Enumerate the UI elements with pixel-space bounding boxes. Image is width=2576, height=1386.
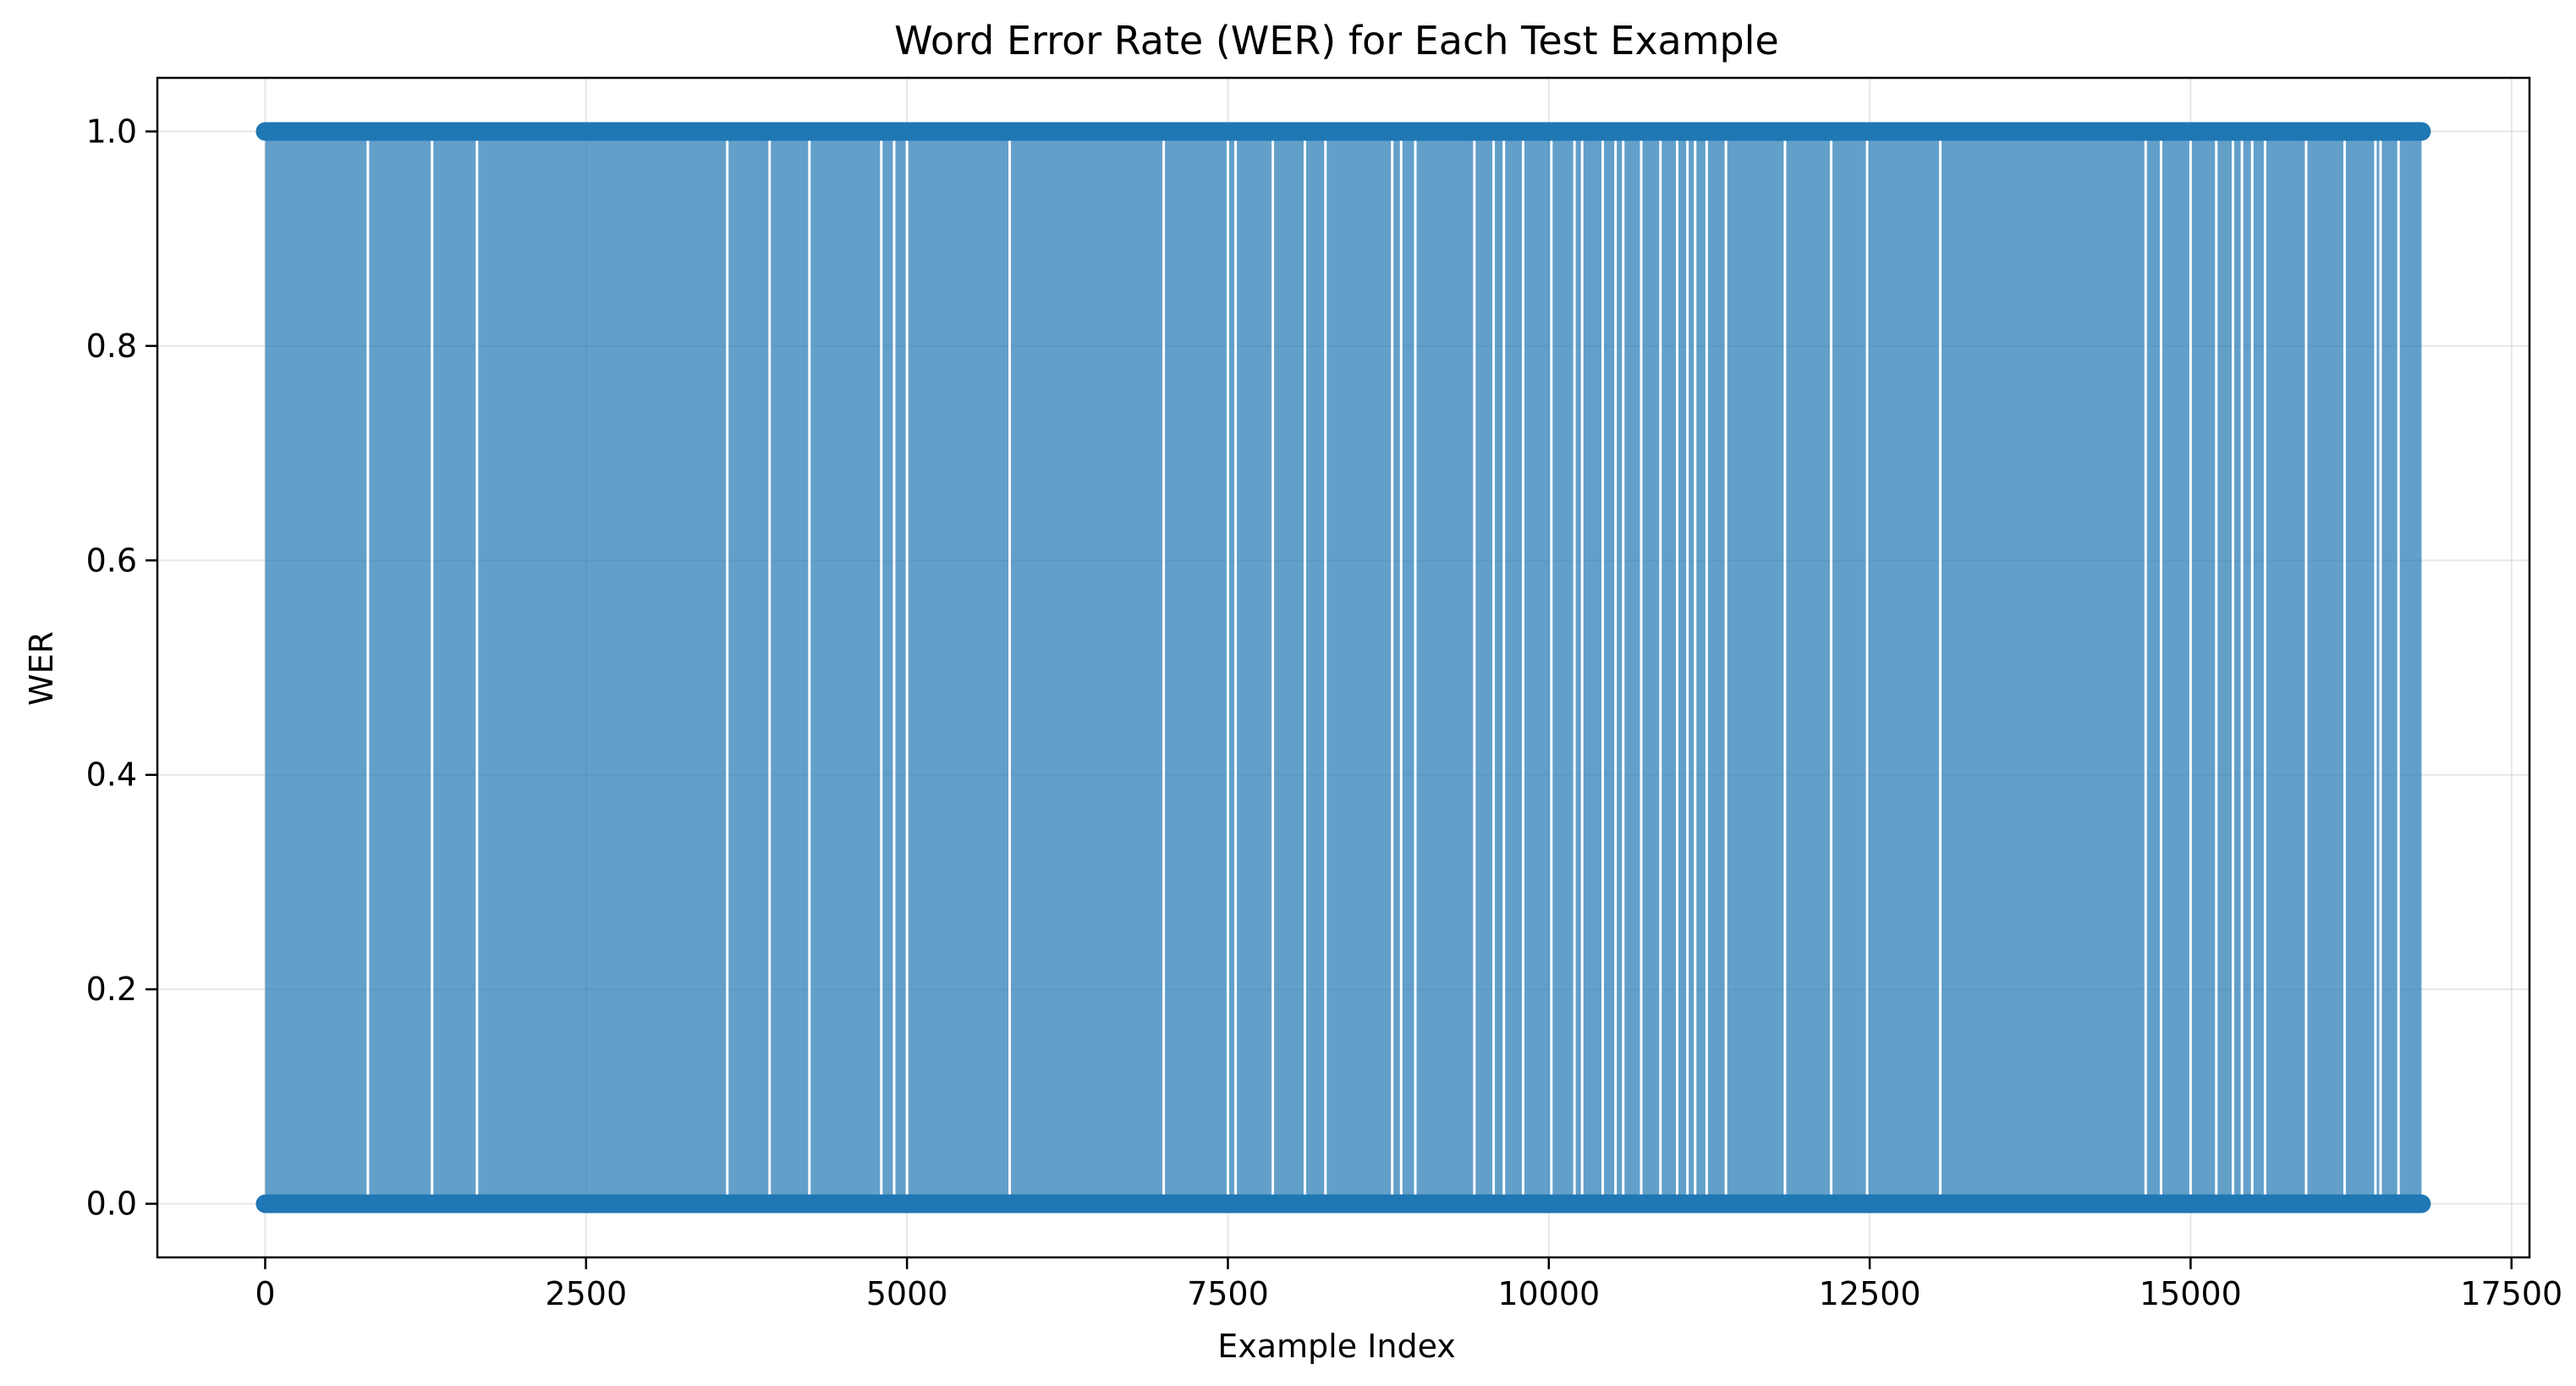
y-axis: 0.0 0.2 0.4 0.6 0.8 1.0 [86, 113, 157, 1223]
axes-frame [156, 76, 2531, 1259]
wer-markers-value-0 [255, 1194, 2431, 1213]
y-tick-label-1: 0.2 [86, 971, 137, 1008]
x-tick-label-7: 17500 [2460, 1275, 2562, 1312]
y-tick-label-5: 1.0 [86, 113, 137, 150]
y-axis-label: WER [23, 631, 60, 706]
y-tick-label-4: 0.8 [86, 327, 137, 365]
x-tick-label-6: 15000 [2139, 1275, 2242, 1312]
x-tick-label-4: 10000 [1497, 1275, 1600, 1312]
y-tick-label-2: 0.4 [86, 756, 137, 794]
wer-series [255, 122, 2431, 1213]
y-tick-label-3: 0.6 [86, 542, 137, 579]
wer-markers-value-1 [255, 122, 2431, 141]
x-tick-label-2: 5000 [866, 1275, 948, 1312]
y-tick-label-0: 0.0 [86, 1185, 137, 1223]
x-tick-label-0: 0 [255, 1275, 275, 1312]
x-tick-label-3: 7500 [1187, 1275, 1269, 1312]
wer-series-transitions [265, 131, 2422, 1204]
chart-title: Word Error Rate (WER) for Each Test Exam… [894, 18, 1779, 63]
x-axis-label: Example Index [1217, 1328, 1456, 1365]
x-tick-label-5: 12500 [1819, 1275, 1921, 1312]
x-axis: 0 2500 5000 7500 10000 12500 15000 17500 [255, 1257, 2562, 1312]
plot-area [156, 76, 2531, 1259]
x-tick-label-1: 2500 [545, 1275, 627, 1312]
